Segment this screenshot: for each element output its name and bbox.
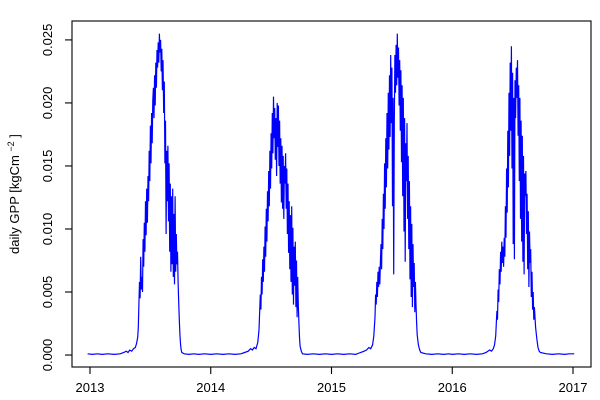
y-tick-label: 0.000 [40,339,55,372]
x-tick-label: 2013 [76,380,105,395]
x-tick-label: 2014 [196,380,225,395]
y-tick-label: 0.015 [40,150,55,183]
x-tick-label: 2017 [559,380,588,395]
y-axis-label-suffix: ] [7,134,22,138]
x-axis: 2013 2014 2015 2016 2017 [76,367,588,395]
y-tick-label: 0.010 [40,213,55,246]
y-axis-label-prefix: daily GPP [kgCm [7,155,22,254]
y-tick-label: 0.020 [40,87,55,120]
gpp-data-line [87,33,575,356]
y-axis-label-superscript: −2 [6,141,16,151]
x-tick-label: 2015 [317,380,346,395]
y-tick-label: 0.025 [40,24,55,57]
y-tick-label: 0.005 [40,276,55,309]
x-tick-label: 2016 [438,380,467,395]
y-axis-label: daily GPP [kgCm −2 ] [2,134,22,254]
y-axis: 0.000 0.005 0.010 0.015 0.020 0.025 [40,24,72,372]
